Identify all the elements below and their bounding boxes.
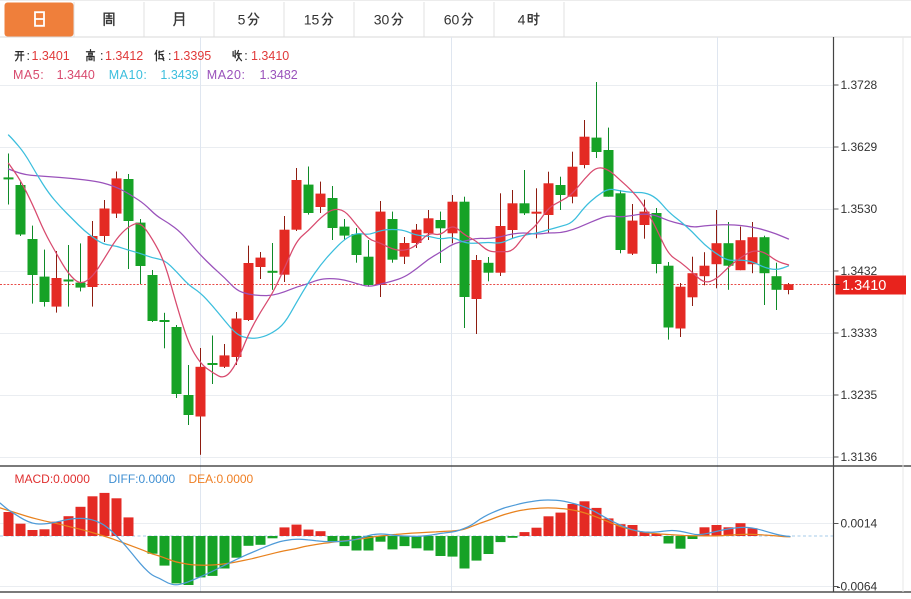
svg-text:1.3410: 1.3410 [251, 49, 289, 63]
svg-text:1.3728: 1.3728 [841, 78, 878, 92]
svg-text:1.3136: 1.3136 [841, 450, 878, 464]
svg-text:1.3530: 1.3530 [841, 202, 878, 216]
svg-text:1.3432: 1.3432 [841, 264, 878, 278]
svg-text:1.3412: 1.3412 [105, 49, 143, 63]
svg-text:60: 60 [444, 12, 460, 28]
svg-text:1.3410: 1.3410 [842, 278, 886, 294]
svg-text:5: 5 [238, 12, 246, 28]
svg-text:0.0014: 0.0014 [841, 517, 878, 531]
svg-text:-0.0064: -0.0064 [837, 580, 878, 594]
svg-text:1.3395: 1.3395 [173, 49, 211, 63]
svg-text:MA10:: MA10: [109, 68, 148, 82]
svg-text:1.3439: 1.3439 [160, 68, 198, 82]
svg-text:1.3629: 1.3629 [841, 140, 878, 154]
svg-text:MA5:: MA5: [13, 68, 44, 82]
svg-text:DEA:0.0000: DEA:0.0000 [189, 472, 254, 486]
svg-text::: : [244, 49, 247, 63]
svg-text:1.3401: 1.3401 [32, 49, 70, 63]
svg-text:MACD:0.0000: MACD:0.0000 [15, 472, 91, 486]
svg-text:30: 30 [374, 12, 390, 28]
svg-text:1.3440: 1.3440 [57, 68, 95, 82]
svg-text:1.3235: 1.3235 [841, 388, 878, 402]
svg-text:DIFF:0.0000: DIFF:0.0000 [109, 472, 176, 486]
svg-text::: : [27, 49, 30, 63]
svg-text:4: 4 [518, 12, 526, 28]
svg-text:1.3333: 1.3333 [841, 326, 878, 340]
svg-text:1.3482: 1.3482 [260, 68, 298, 82]
svg-text:15: 15 [304, 12, 320, 28]
svg-text:MA20:: MA20: [207, 68, 246, 82]
svg-text::: : [100, 49, 103, 63]
svg-text::: : [168, 49, 171, 63]
